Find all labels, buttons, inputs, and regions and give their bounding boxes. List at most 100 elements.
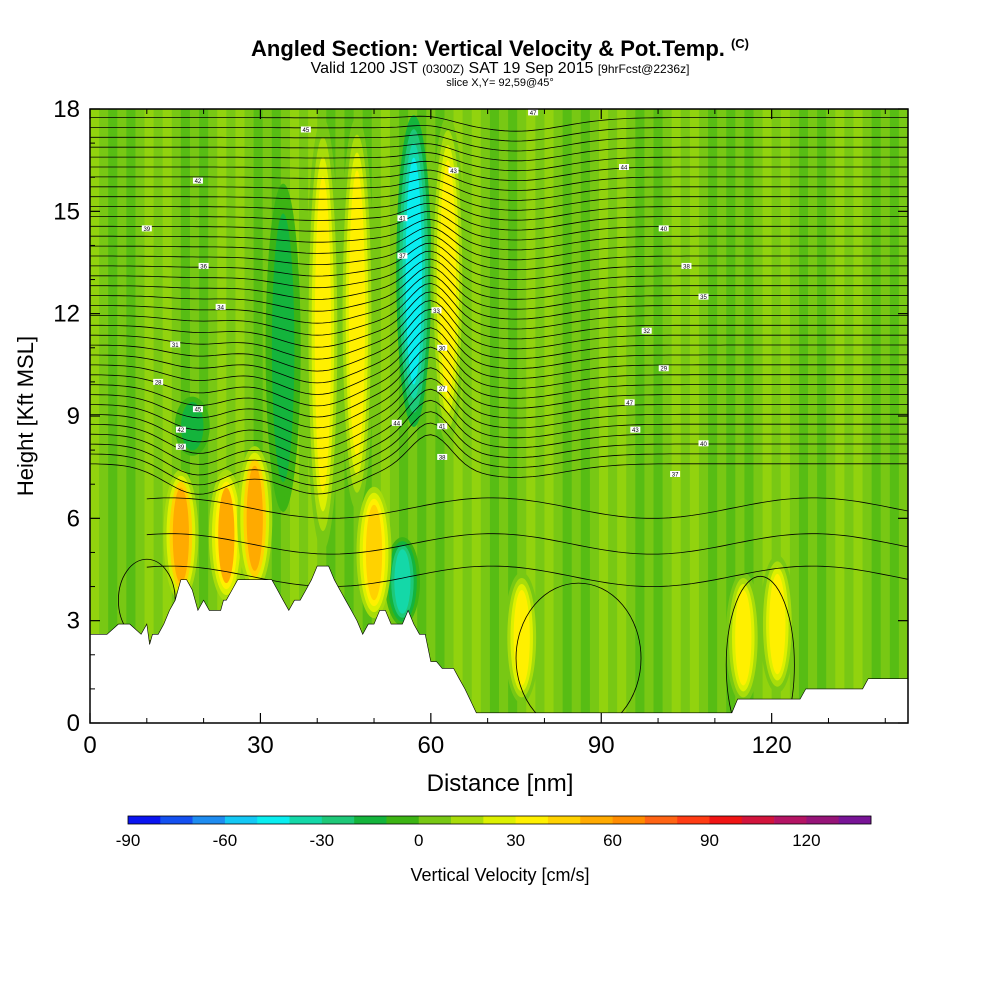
valid-utc: (0300Z) <box>422 62 465 76</box>
downdraft-cell <box>275 228 292 468</box>
contour-label: 29 <box>660 367 667 373</box>
colorbar-swatch <box>612 816 646 824</box>
theta-contour <box>90 327 908 395</box>
field-streak <box>598 109 609 723</box>
theta-contour <box>90 234 908 271</box>
colorbar-swatch <box>580 816 613 824</box>
theta-contour <box>90 346 908 418</box>
field-streak <box>817 109 827 723</box>
updraft-cell <box>769 573 786 675</box>
y-tick-label: 3 <box>67 608 80 635</box>
colorbar-tick-label: 60 <box>603 831 622 850</box>
contour-label: 39 <box>178 445 185 451</box>
colorbar-swatch <box>741 816 775 824</box>
contour-label: 40 <box>700 442 707 448</box>
x-tick-label: 120 <box>752 732 792 759</box>
contour-label-bg <box>681 262 692 269</box>
theta-contour <box>90 250 908 290</box>
x-tick-label: 60 <box>417 732 444 759</box>
contour-label: 32 <box>643 329 650 335</box>
field-streak <box>253 109 263 723</box>
field-streak <box>380 109 390 723</box>
colorbar-swatch <box>774 816 807 824</box>
chart-subtitle: Valid 1200 JST (0300Z) SAT 19 Sep 2015 [… <box>0 60 1000 78</box>
field-streak <box>471 109 481 723</box>
colorbar-tick-label: 0 <box>414 831 423 850</box>
theta-contour <box>90 258 908 300</box>
updraft-cell <box>314 176 332 492</box>
colorbar-swatch <box>838 816 872 824</box>
contour-label: 36 <box>200 264 207 270</box>
contour-label: 41 <box>439 425 446 431</box>
y-tick-label: 18 <box>53 96 80 123</box>
theta-contour <box>90 194 908 221</box>
theta-contour <box>90 186 908 211</box>
contour-label-bg <box>198 262 209 269</box>
theta-contours: 47 45 44 43 42 41 40 39 38 37 36 35 34 33 32 31 30 29 28 27… <box>90 109 908 723</box>
updraft-cell <box>246 465 263 571</box>
field-streak <box>526 109 536 723</box>
theta-contour <box>90 242 908 281</box>
contour-label: 44 <box>621 165 628 171</box>
contour-label-bg <box>391 419 402 426</box>
theta-contour <box>90 274 908 324</box>
contour-label: 38 <box>439 455 446 461</box>
field-streak <box>489 109 499 723</box>
contour-label: 34 <box>217 305 224 311</box>
theta-contour <box>90 291 908 348</box>
y-tick-label: 15 <box>53 198 80 225</box>
theta-contour <box>90 422 908 486</box>
colorbar-swatch <box>192 816 226 824</box>
colorbar-swatch <box>386 816 420 824</box>
field-streak <box>653 109 663 723</box>
contour-label-bg <box>141 225 152 232</box>
contour-label: 42 <box>178 428 185 434</box>
field-streak <box>235 109 245 723</box>
colorbar-swatch <box>483 816 516 824</box>
theta-contour <box>90 202 908 231</box>
contour-label-bg <box>618 163 629 170</box>
field-streak <box>871 109 881 723</box>
terrain <box>90 565 908 723</box>
x-tick-label: 90 <box>588 732 615 759</box>
contour-label-bg <box>300 126 311 133</box>
colorbar-tick-label: -60 <box>213 831 238 850</box>
downdraft-cell <box>394 549 411 614</box>
theta-contour <box>90 308 908 372</box>
updraft-cell <box>513 589 530 686</box>
theta-contour <box>90 434 908 495</box>
contour-label: 47 <box>626 401 633 407</box>
contour-label-bg <box>192 177 203 184</box>
contour-label-bg <box>170 341 181 348</box>
updraft-cell <box>172 487 189 584</box>
field-streak <box>399 109 409 723</box>
theta-contour <box>90 226 908 261</box>
copyright-mark: (C) <box>730 36 749 51</box>
contour-label-bg <box>698 440 709 447</box>
field-streak <box>508 109 518 723</box>
colorbar-swatch <box>677 816 710 824</box>
contour-label-bg <box>431 307 442 314</box>
theta-contour <box>90 317 908 384</box>
field-streak <box>780 109 790 723</box>
contour-label: 47 <box>530 111 537 117</box>
chart-title: Angled Section: Vertical Velocity & Pot.… <box>0 36 1000 62</box>
y-tick-label: 9 <box>67 403 80 430</box>
x-tick-label: 30 <box>247 732 274 759</box>
contour-label-bg <box>437 423 448 430</box>
contour-label: 37 <box>399 254 406 260</box>
contour-label: 43 <box>450 169 457 175</box>
field-streak <box>635 109 645 723</box>
field-streak <box>217 109 227 723</box>
theta-contour <box>90 134 908 152</box>
field-streak <box>744 109 754 723</box>
contour-label: 28 <box>155 380 162 386</box>
contour-label-bg <box>630 426 641 433</box>
contour-label: 43 <box>632 428 639 434</box>
contour-label-bg <box>658 225 669 232</box>
field-streak <box>671 109 681 723</box>
field-streak <box>889 109 899 723</box>
theta-contour <box>146 565 908 588</box>
colorbar-tick-label: 120 <box>792 831 820 850</box>
